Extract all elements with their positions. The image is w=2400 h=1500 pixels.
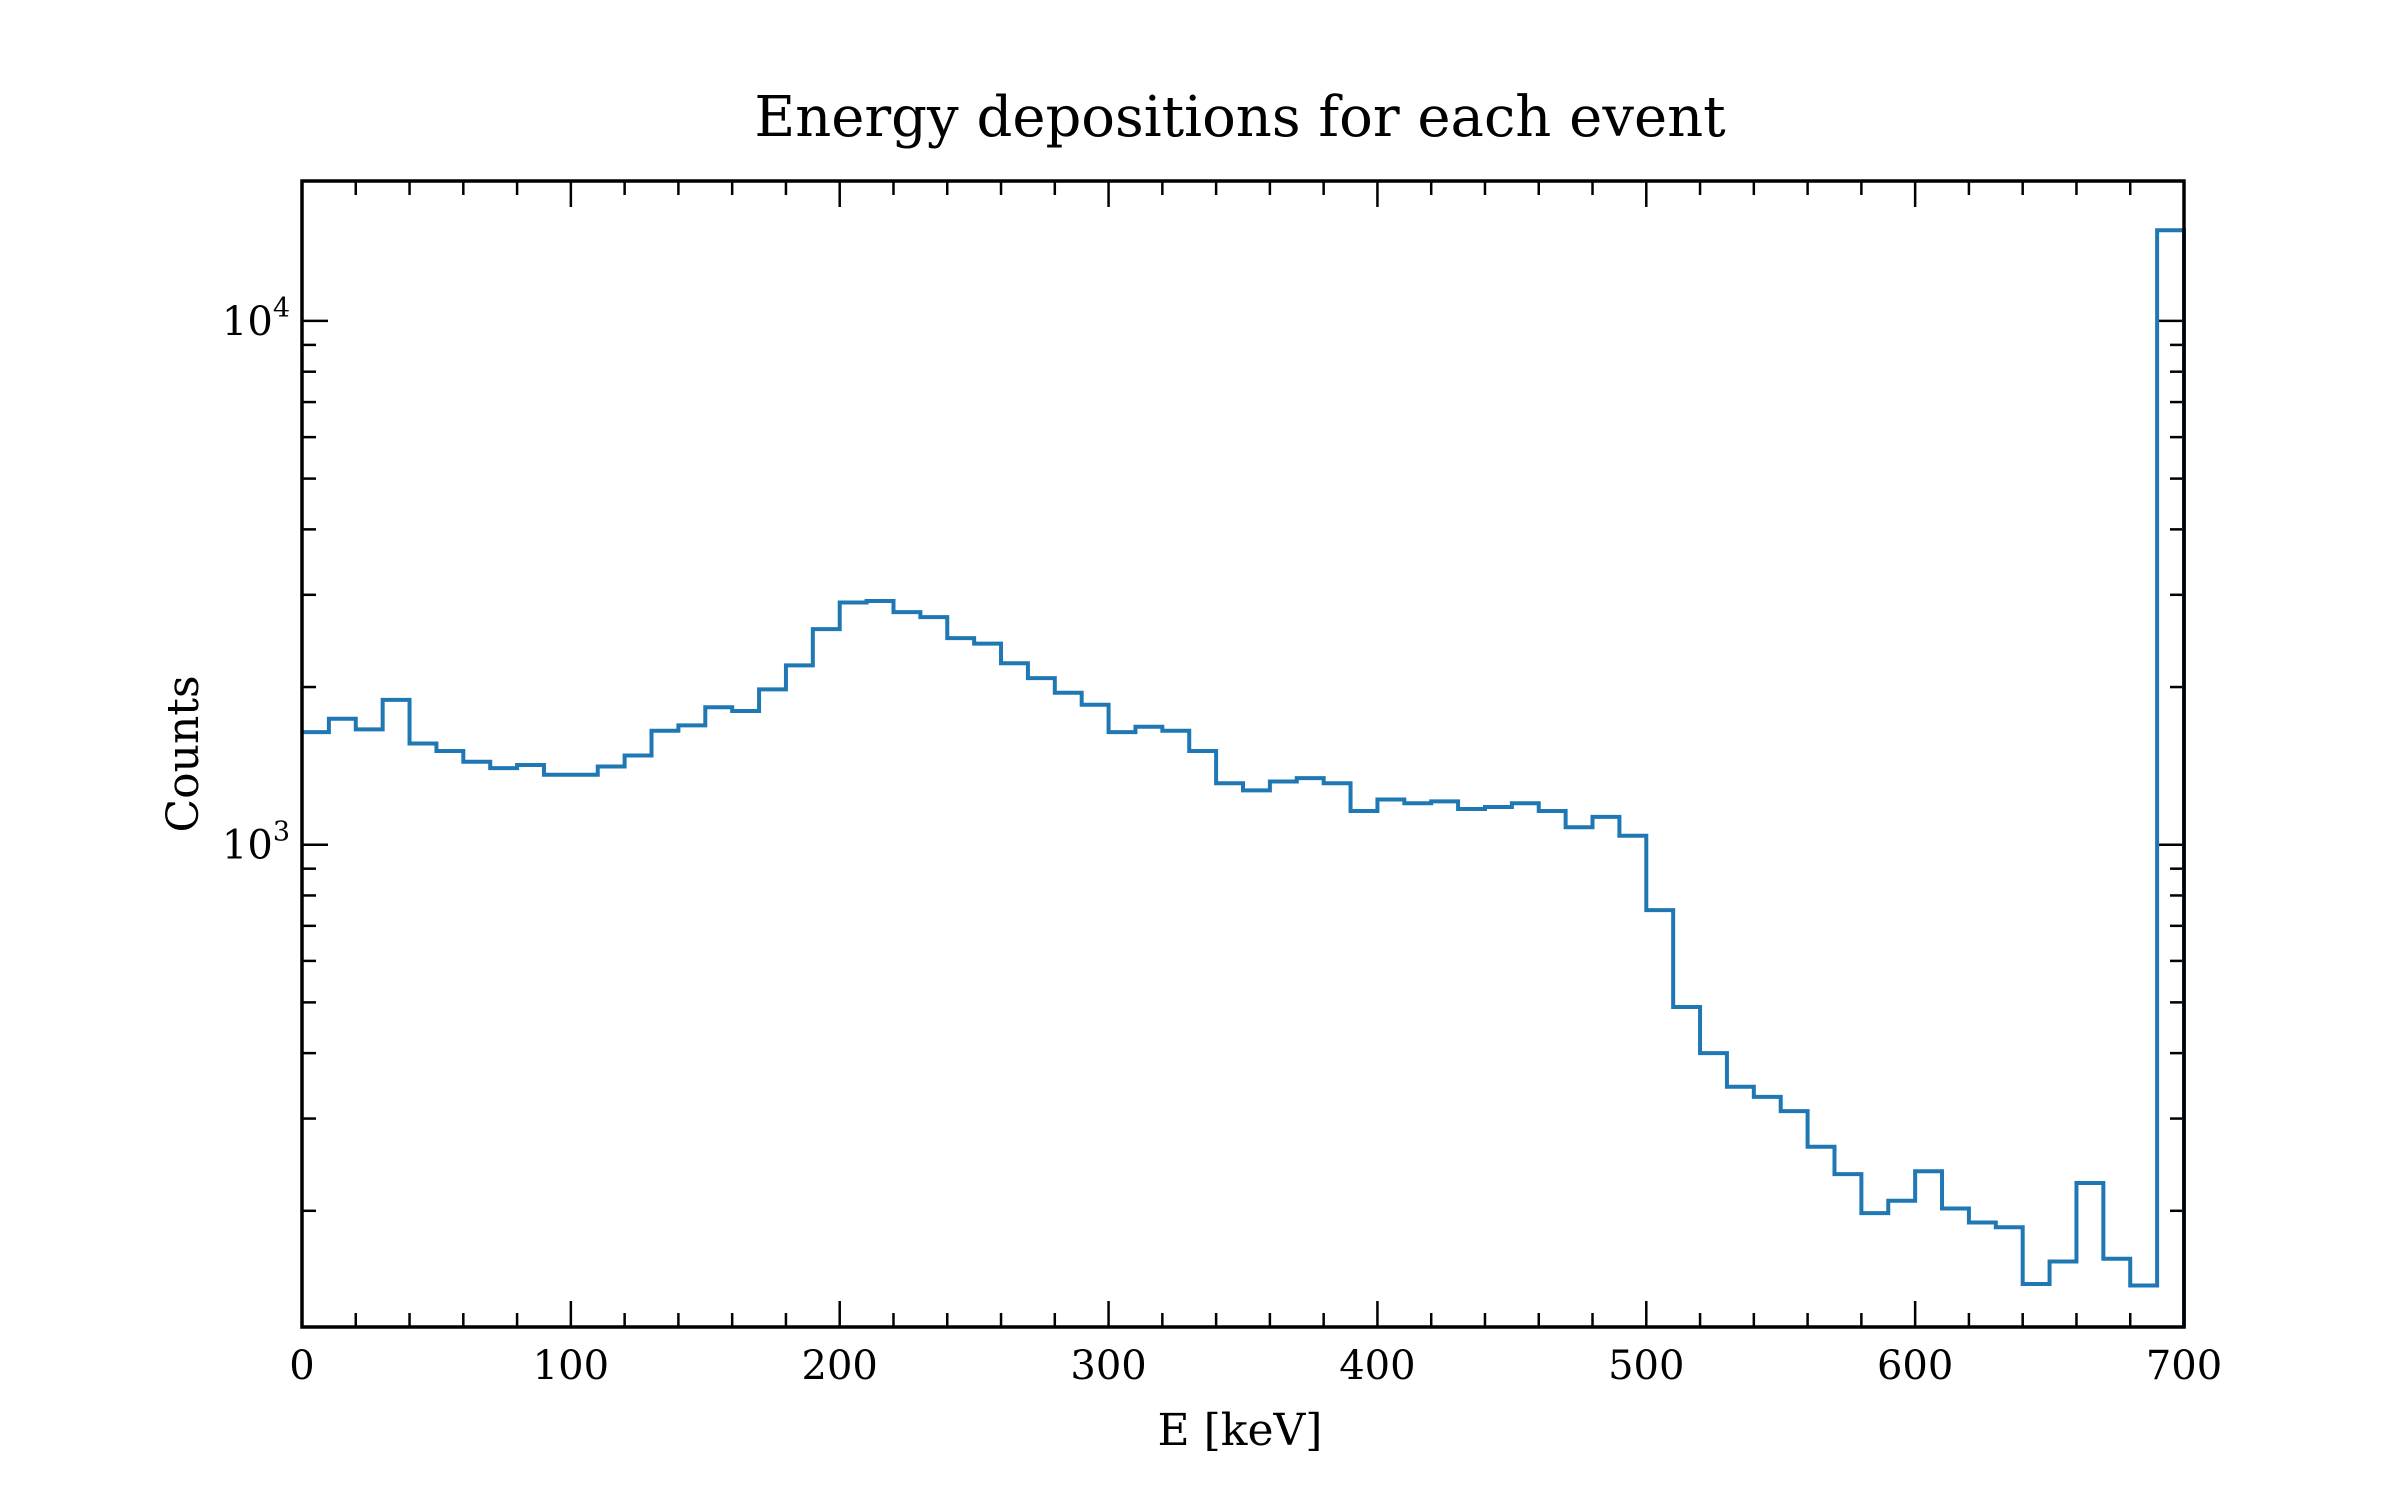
x-tick-label: 700 [2146,1343,2222,1389]
x-axis-label: E [keV] [1158,1405,1323,1456]
y-tick-label: 104 [222,293,290,345]
tick-labels: 0 100 200 300 400 500 600 700 103 104 [222,293,2222,1389]
chart-title: Energy depositions for each event [754,85,1726,150]
x-tick-label: 500 [1608,1343,1684,1389]
y-tick-label: 103 [222,817,290,869]
histogram-step-line [302,228,2186,1327]
x-tick-label: 300 [1070,1343,1146,1389]
x-tick-label: 0 [289,1343,314,1389]
x-tick-label: 200 [802,1343,878,1389]
plot-frame [300,179,2186,1329]
x-tick-label: 400 [1339,1343,1415,1389]
axis-ticks [300,181,2186,1327]
x-tick-label: 100 [533,1343,609,1389]
x-tick-label: 600 [1877,1343,1953,1389]
y-axis-label: Counts [158,675,209,832]
